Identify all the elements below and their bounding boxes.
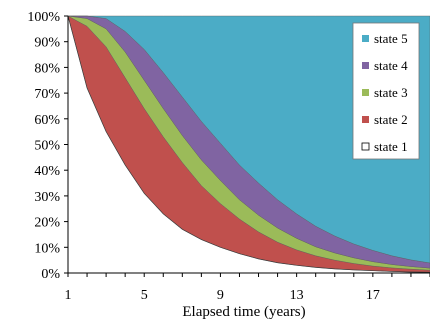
area-state-5 bbox=[68, 15, 430, 264]
legend-label-state-2: state 2 bbox=[374, 112, 408, 127]
y-tick-label: 30% bbox=[34, 190, 60, 205]
area-layer bbox=[67, 15, 430, 273]
x-tick-label: 17 bbox=[366, 288, 380, 303]
legend-swatch-state-5 bbox=[362, 35, 369, 42]
y-tick-label: 70% bbox=[34, 87, 60, 102]
x-axis-label: Elapsed time (years) bbox=[182, 304, 305, 320]
x-tick-label: 1 bbox=[65, 288, 72, 303]
y-axis-tick-labels: 0% 10% 20% 30% 40% 50% 60% 70% 80% 90% 100% bbox=[27, 10, 60, 282]
x-tick-label: 5 bbox=[141, 288, 148, 303]
x-tick-label: 9 bbox=[217, 288, 224, 303]
y-tick-label: 80% bbox=[34, 61, 60, 76]
y-tick-label: 40% bbox=[34, 164, 60, 179]
legend: state 5 state 4 state 3 state 2 state 1 bbox=[352, 22, 420, 160]
legend-swatch-state-3 bbox=[362, 89, 369, 96]
y-tick-label: 90% bbox=[34, 36, 60, 51]
x-axis-tick-labels: 1 5 9 13 17 bbox=[65, 288, 380, 303]
legend-swatch-state-1 bbox=[361, 142, 370, 151]
y-tick-label: 50% bbox=[34, 139, 60, 154]
legend-label-state-1: state 1 bbox=[374, 139, 408, 154]
axes bbox=[64, 15, 430, 277]
y-tick-label: 20% bbox=[34, 216, 60, 231]
y-tick-label: 10% bbox=[34, 241, 60, 256]
y-tick-label: 0% bbox=[41, 267, 60, 282]
y-tick-label: 100% bbox=[27, 10, 60, 25]
boundary-line-state-1 bbox=[67, 15, 430, 273]
x-tick-label: 13 bbox=[290, 288, 304, 303]
legend-swatch-state-4 bbox=[362, 62, 369, 69]
legend-label-state-3: state 3 bbox=[374, 85, 408, 100]
legend-label-state-5: state 5 bbox=[374, 31, 408, 46]
y-tick-label: 60% bbox=[34, 113, 60, 128]
area-state-1 bbox=[68, 16, 430, 273]
legend-swatch-state-2 bbox=[362, 116, 369, 123]
legend-label-state-4: state 4 bbox=[374, 58, 408, 73]
